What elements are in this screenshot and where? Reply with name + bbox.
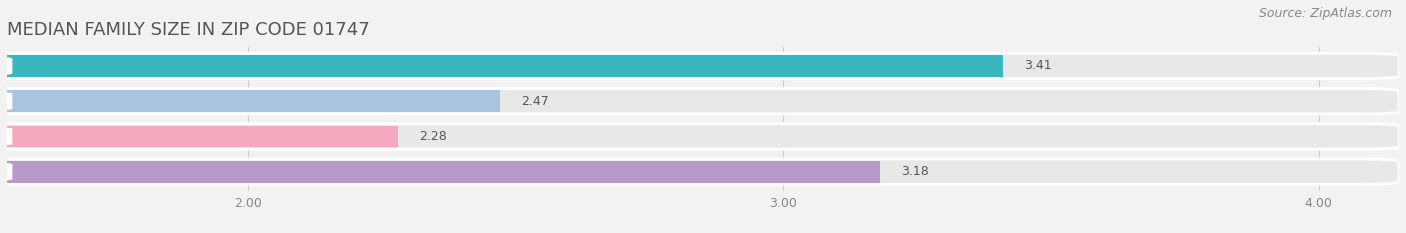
FancyBboxPatch shape (0, 127, 13, 146)
Text: MEDIAN FAMILY SIZE IN ZIP CODE 01747: MEDIAN FAMILY SIZE IN ZIP CODE 01747 (7, 21, 370, 39)
Text: Source: ZipAtlas.com: Source: ZipAtlas.com (1258, 7, 1392, 20)
Text: 3.41: 3.41 (1024, 59, 1052, 72)
Bar (0, 90, 499, 112)
FancyBboxPatch shape (0, 159, 1399, 184)
FancyBboxPatch shape (0, 162, 13, 181)
Bar (0, 126, 398, 147)
FancyBboxPatch shape (0, 53, 1399, 79)
Bar (0, 55, 1002, 77)
Text: 2.28: 2.28 (419, 130, 447, 143)
FancyBboxPatch shape (0, 124, 1399, 149)
Text: 3.18: 3.18 (901, 165, 929, 178)
FancyBboxPatch shape (0, 89, 1399, 114)
Bar (0, 161, 880, 183)
FancyBboxPatch shape (0, 57, 13, 75)
Text: 2.47: 2.47 (522, 95, 548, 108)
FancyBboxPatch shape (0, 92, 13, 110)
